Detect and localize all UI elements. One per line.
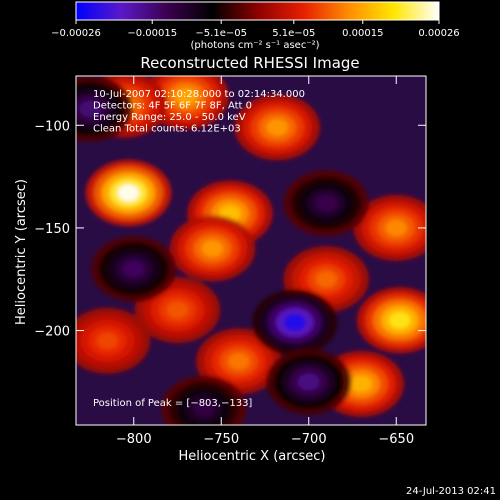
heatmap-blob bbox=[353, 194, 426, 261]
x-tick-label: −750 bbox=[203, 432, 239, 447]
y-axis-label: Heliocentric Y (arcsec) bbox=[14, 179, 29, 325]
x-tick-label: −700 bbox=[291, 432, 327, 447]
heatmap-blob bbox=[76, 307, 151, 374]
peak-position-label: Position of Peak = [−803,−133] bbox=[93, 398, 252, 409]
x-axis-label: Heliocentric X (arcsec) bbox=[179, 449, 326, 464]
chart-title: Reconstructed RHESSI Image bbox=[140, 54, 359, 72]
x-tick-label: −800 bbox=[116, 432, 152, 447]
heatmap-blob bbox=[161, 375, 247, 425]
colorbar-tick-label: 5.1e−05 bbox=[272, 28, 315, 39]
colorbar bbox=[75, 1, 440, 21]
colorbar-tick-label: −5.1e−05 bbox=[195, 28, 247, 39]
colorbar-tick-label: 0.00026 bbox=[418, 28, 459, 39]
plot-frame bbox=[75, 75, 427, 426]
colorbar-tick-label: −0.00015 bbox=[127, 28, 177, 39]
colorbar-tick-label: −0.00026 bbox=[51, 28, 101, 39]
annotation-line: Clean Total counts: 6.12E+03 bbox=[93, 124, 241, 135]
x-tick-label: −650 bbox=[378, 432, 414, 447]
axis-ticks: −800 −750 −700 −650 −100 −150 −200 bbox=[34, 76, 426, 447]
annotation-block: 10-Jul-2007 02:10:28.000 to 02:14:34.000… bbox=[93, 89, 305, 135]
heatmap-layer bbox=[76, 76, 426, 425]
y-tick-label: −150 bbox=[34, 222, 70, 237]
heatmap-blob bbox=[357, 287, 426, 354]
heatmap-blob bbox=[169, 215, 256, 282]
heatmap-blob bbox=[76, 76, 133, 142]
y-tick-label: −200 bbox=[34, 325, 70, 340]
annotation-line: Detectors: 4F 5F 6F 7F 8F, Att 0 bbox=[93, 101, 252, 112]
heatmap-blob bbox=[266, 348, 352, 415]
heatmap-blob bbox=[91, 235, 177, 302]
annotation-line: 10-Jul-2007 02:10:28.000 to 02:14:34.000 bbox=[93, 89, 305, 100]
annotation-line: Energy Range: 25.0 - 50.0 keV bbox=[93, 112, 246, 123]
colorbar-unit-label: (photons cm⁻² s⁻¹ asec⁻²) bbox=[190, 40, 319, 51]
heatmap-blob bbox=[85, 160, 172, 226]
footer-timestamp: 24-Jul-2013 02:41 bbox=[406, 486, 496, 497]
heatmap-blob bbox=[252, 289, 338, 356]
heatmap-blob bbox=[196, 328, 282, 395]
y-tick-label: −100 bbox=[34, 119, 70, 134]
heatmap-blob bbox=[234, 94, 320, 161]
colorbar-ticks: −0.00026 −0.00015 −5.1e−05 5.1e−05 0.00015 0.… bbox=[51, 20, 460, 39]
heatmap-blob bbox=[283, 170, 369, 237]
colorbar-tick-label: 0.00015 bbox=[342, 28, 383, 39]
